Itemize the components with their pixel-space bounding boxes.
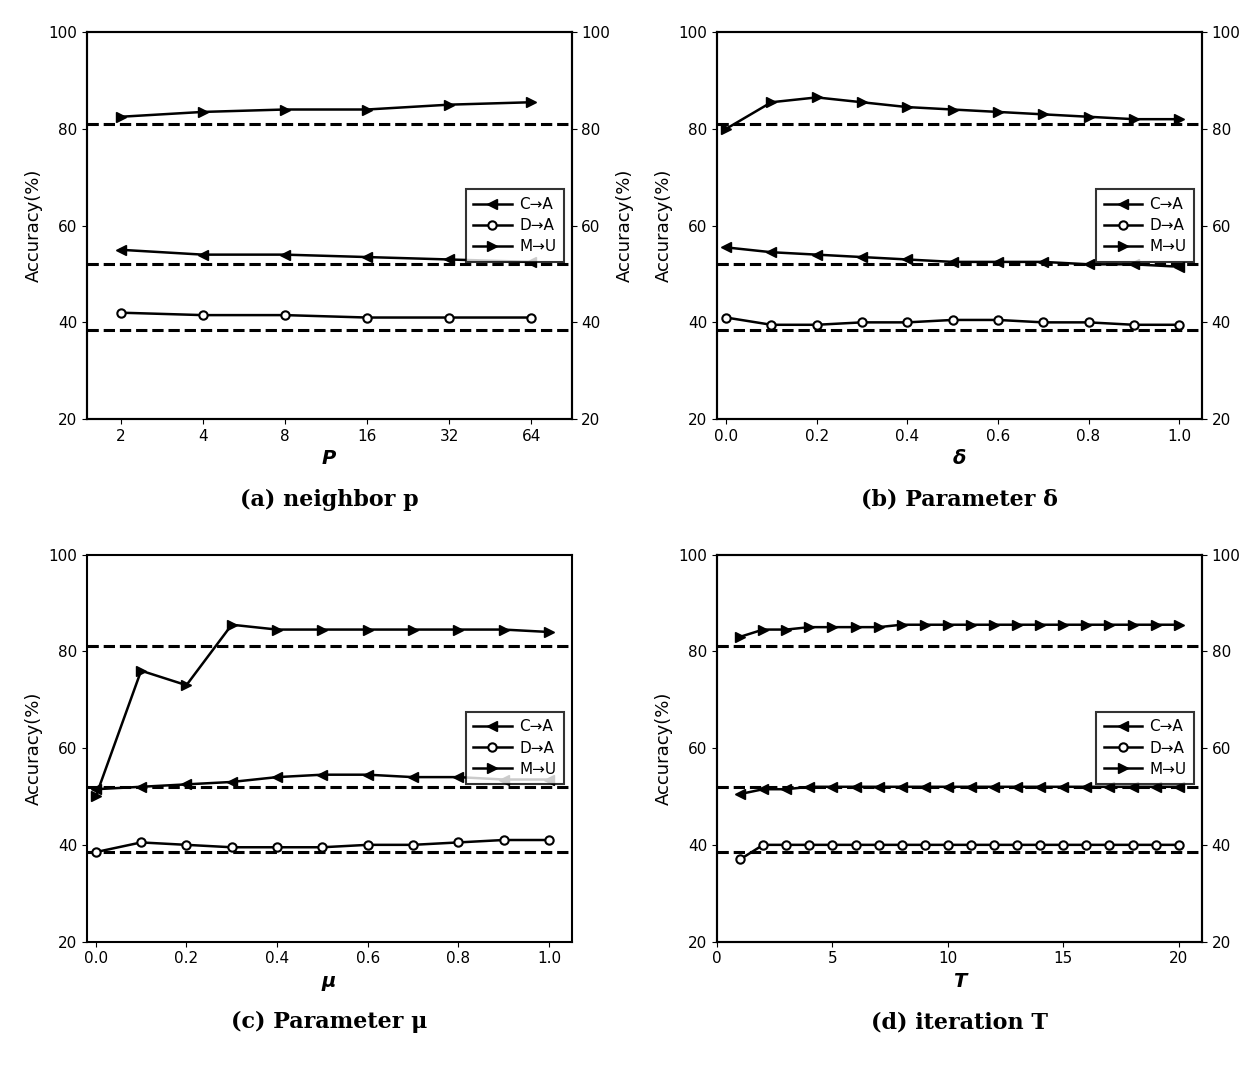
X-axis label: P: P	[322, 449, 336, 469]
Text: (b) Parameter δ: (b) Parameter δ	[861, 489, 1058, 510]
Legend: C→A, D→A, M→U: C→A, D→A, M→U	[466, 189, 564, 262]
Text: (a) neighbor p: (a) neighbor p	[240, 489, 419, 510]
Y-axis label: Accuracy(%): Accuracy(%)	[25, 691, 42, 805]
X-axis label: T: T	[953, 972, 966, 991]
X-axis label: μ: μ	[322, 972, 336, 991]
Legend: C→A, D→A, M→U: C→A, D→A, M→U	[1097, 712, 1194, 784]
Text: (c) Parameter μ: (c) Parameter μ	[230, 1011, 427, 1034]
Legend: C→A, D→A, M→U: C→A, D→A, M→U	[466, 712, 564, 784]
Y-axis label: Accuracy(%): Accuracy(%)	[655, 691, 673, 805]
Legend: C→A, D→A, M→U: C→A, D→A, M→U	[1097, 189, 1194, 262]
Y-axis label: Accuracy(%): Accuracy(%)	[616, 169, 633, 282]
X-axis label: δ: δ	[953, 449, 966, 469]
Y-axis label: Accuracy(%): Accuracy(%)	[25, 169, 42, 282]
Text: (d) iteration T: (d) iteration T	[871, 1011, 1048, 1034]
Y-axis label: Accuracy(%): Accuracy(%)	[655, 169, 673, 282]
